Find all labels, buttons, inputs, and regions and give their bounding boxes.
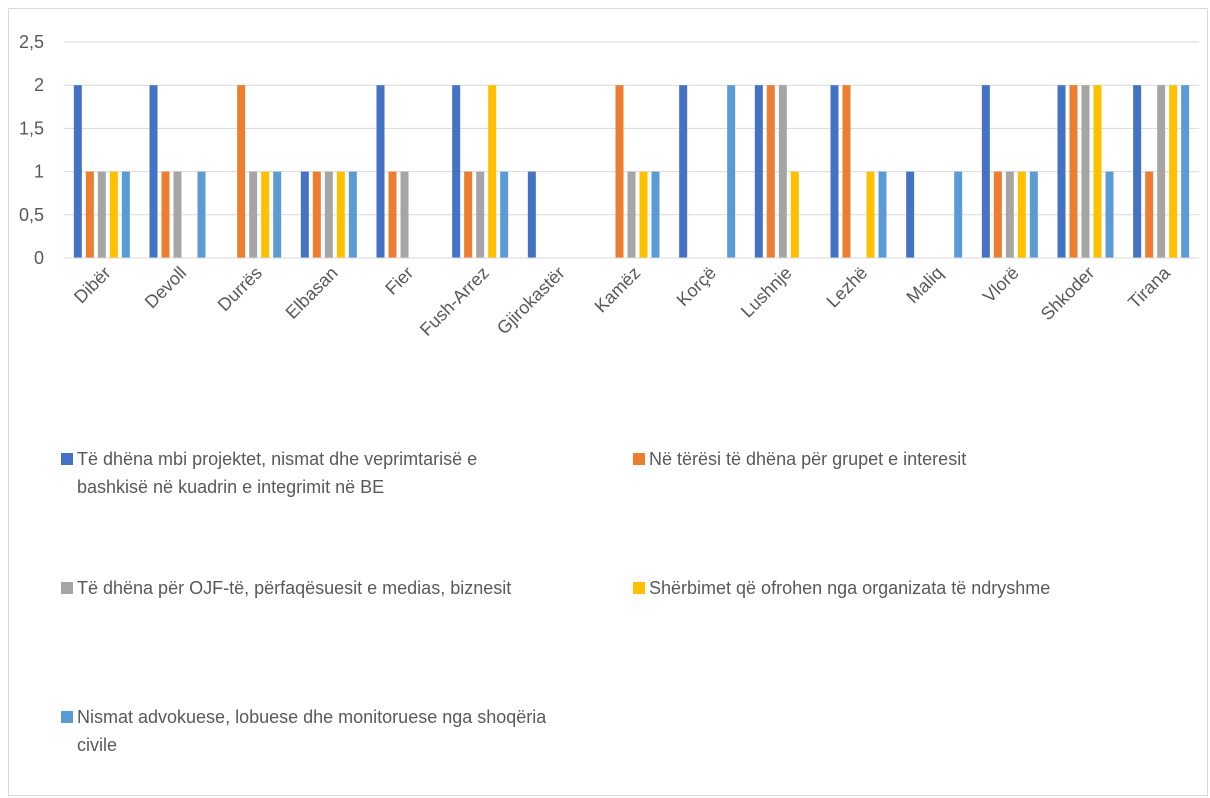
y-tick-label: 0	[34, 248, 44, 268]
bar-1	[842, 85, 851, 258]
x-tick-label: Fier	[381, 263, 417, 299]
x-tick-label: Dibër	[70, 263, 115, 308]
bar-2	[778, 85, 787, 258]
legend-label-1: Në tërësi të dhëna për grupet e interesi…	[649, 449, 967, 469]
bar-1	[464, 171, 473, 258]
y-tick-label: 2	[34, 75, 44, 95]
bar-3	[1169, 85, 1178, 258]
legend-item-3: Shërbimet që ofrohen nga organizata të n…	[633, 574, 1193, 602]
legend-item-1: Në tërësi të dhëna për grupet e interesi…	[633, 445, 1173, 473]
bar-0	[300, 171, 309, 258]
bar-2	[476, 171, 485, 258]
x-tick-label: Tirana	[1124, 262, 1174, 312]
bar-0	[830, 85, 839, 258]
bar-3	[790, 171, 799, 258]
bar-3	[639, 171, 648, 258]
bar-3	[336, 171, 345, 258]
legend-item-2: Të dhëna për OJF-të, përfaqësuesit e med…	[61, 574, 621, 602]
y-tick-label: 1,5	[19, 118, 44, 138]
bar-0	[906, 171, 915, 258]
bar-1	[1069, 85, 1078, 258]
bar-1	[85, 171, 94, 258]
bar-0	[73, 85, 82, 258]
legend-swatch-3	[633, 582, 645, 594]
bar-1	[388, 171, 397, 258]
x-tick-label: Korçë	[673, 263, 720, 310]
x-tick-label: Devoll	[141, 263, 191, 313]
bar-2	[324, 171, 333, 258]
bar-2	[1157, 85, 1166, 258]
x-tick-label: Maliq	[902, 263, 947, 308]
bar-3	[1093, 85, 1102, 258]
bar-4	[1105, 171, 1114, 258]
bar-2	[627, 171, 636, 258]
bar-1	[993, 171, 1002, 258]
bar-4	[954, 171, 963, 258]
bar-2	[400, 171, 409, 258]
bar-0	[981, 85, 990, 258]
bar-2	[1081, 85, 1090, 258]
chart-frame: 0 0,5 1 1,5 2 2,5 Dibër Devoll Durrës Elbasan Fier…	[8, 8, 1208, 796]
legend-label-0: Të dhëna mbi projektet, nismat dhe vepri…	[77, 449, 478, 497]
bar-1	[766, 85, 775, 258]
bar-4	[1181, 85, 1190, 258]
bar-4	[727, 85, 736, 258]
bar-4	[273, 171, 282, 258]
bar-chart: 0 0,5 1 1,5 2 2,5 Dibër Devoll Durrës Elbasan Fier…	[19, 32, 1199, 340]
bar-0	[452, 85, 461, 258]
bar-1	[615, 85, 624, 258]
legend-label-4: Nismat advokuese, lobuese dhe monitorues…	[77, 707, 547, 755]
bar-0	[754, 85, 763, 258]
legend-label-3: Shërbimet që ofrohen nga organizata të n…	[649, 578, 1051, 598]
y-tick-label: 2,5	[19, 32, 44, 52]
legend-swatch-1	[633, 453, 645, 465]
x-tick-label: Lushnje	[737, 263, 796, 322]
bar-2	[249, 171, 258, 258]
bar-4	[121, 171, 130, 258]
bar-4	[500, 171, 509, 258]
bar-1	[161, 171, 170, 258]
bar-4	[197, 171, 206, 258]
bar-1	[1145, 171, 1154, 258]
legend-swatch-4	[61, 711, 73, 723]
bar-3	[866, 171, 875, 258]
bar-0	[1133, 85, 1142, 258]
x-tick-label: Fush-Arrez	[416, 263, 493, 340]
x-tick-label: Shkoder	[1037, 263, 1099, 325]
bar-0	[1057, 85, 1066, 258]
bar-2	[1005, 171, 1014, 258]
y-tick-label: 1	[34, 162, 44, 182]
x-tick-label: Durrës	[214, 263, 266, 315]
bar-0	[679, 85, 688, 258]
bar-1	[237, 85, 246, 258]
x-tick-label: Gjirokastër	[493, 263, 569, 339]
legend-item-4: Nismat advokuese, lobuese dhe monitorues…	[61, 703, 561, 759]
legend-swatch-0	[61, 453, 73, 465]
bar-0	[149, 85, 158, 258]
bar-4	[348, 171, 357, 258]
bar-3	[109, 171, 118, 258]
bar-3	[1017, 171, 1026, 258]
bar-4	[651, 171, 660, 258]
bar-3	[488, 85, 497, 258]
bar-3	[261, 171, 270, 258]
bar-4	[878, 171, 887, 258]
legend-item-0: Të dhëna mbi projektet, nismat dhe vepri…	[61, 445, 481, 501]
y-tick-label: 0,5	[19, 205, 44, 225]
bar-1	[312, 171, 321, 258]
x-tick-label: Elbasan	[282, 263, 342, 323]
x-tick-label: Vlorë	[979, 263, 1023, 307]
x-tick-label: Kamëz	[591, 263, 645, 317]
bar-0	[376, 85, 385, 258]
bar-2	[173, 171, 182, 258]
legend-label-2: Të dhëna për OJF-të, përfaqësuesit e med…	[77, 578, 512, 598]
bar-2	[97, 171, 106, 258]
bar-4	[1029, 171, 1038, 258]
legend-swatch-2	[61, 582, 73, 594]
x-tick-label: Lezhë	[823, 263, 872, 312]
bar-0	[527, 171, 536, 258]
